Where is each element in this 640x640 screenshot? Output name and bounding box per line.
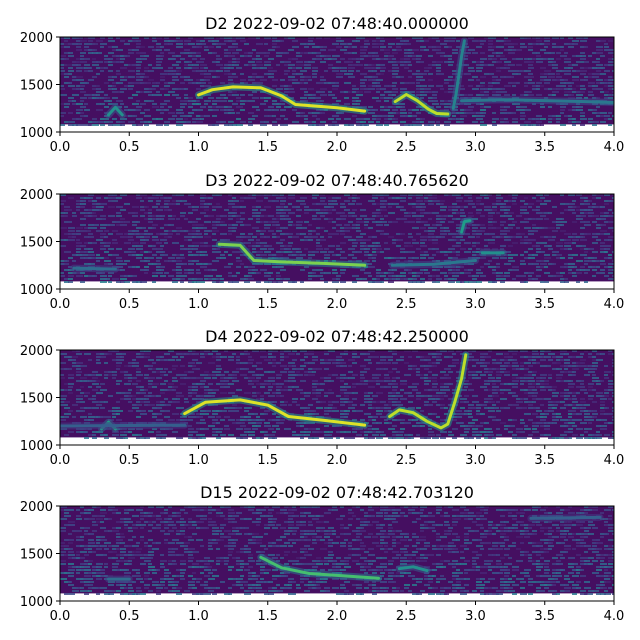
x-tick-label: 3.0 [465,297,486,312]
call-trace [390,259,477,267]
call-trace [259,555,380,580]
x-tick-label: 0.0 [50,609,71,624]
spectrogram-panel: D3 2022-09-02 07:48:40.765620 0.0 0.5 1.0 1.… [20,171,624,312]
x-tick-label: 3.5 [534,609,555,624]
x-tick-label: 1.5 [257,297,278,312]
x-tick-label: 2.5 [396,453,417,468]
x-tick-label: 2.0 [327,453,348,468]
x-tick-label: 3.0 [465,453,486,468]
x-tick-label: 2.0 [327,609,348,624]
x-tick-label: 2.0 [327,140,348,155]
x-tick-label: 2.5 [396,297,417,312]
spectrogram-panel: D15 2022-09-02 07:48:42.703120 0.0 0.5 1.0 1… [20,483,624,624]
call-trace [72,266,117,271]
spectrogram-image [60,194,614,289]
call-trace [217,242,367,267]
call-trace [451,39,466,110]
x-tick-label: 0.0 [50,453,71,468]
panel-title: D3 2022-09-02 07:48:40.765620 [205,171,469,190]
y-tick-label: 1000 [20,126,53,141]
x-tick-label: 0.5 [119,609,140,624]
spectrogram-panel: D4 2022-09-02 07:48:42.250000 0.0 0.5 1.0 1.… [20,327,624,468]
x-tick-label: 3.0 [465,140,486,155]
x-tick-label: 1.0 [188,453,209,468]
x-tick-label: 0.5 [119,297,140,312]
x-tick-label: 2.5 [396,140,417,155]
panel-title: D2 2022-09-02 07:48:40.000000 [205,14,469,33]
call-trace [393,93,450,116]
x-tick-label: 3.5 [534,140,555,155]
panel-title: D4 2022-09-02 07:48:42.250000 [205,327,469,346]
x-tick-label: 1.5 [257,140,278,155]
y-tick-label: 1000 [20,283,53,298]
call-trace [529,515,602,520]
x-tick-label: 3.5 [534,297,555,312]
spectrogram-image [60,350,614,445]
x-tick-label: 2.0 [327,297,348,312]
x-tick-label: 3.0 [465,609,486,624]
spectrogram-image [60,37,614,132]
y-tick-label: 1000 [20,595,53,610]
call-trace [60,423,187,428]
call-trace [107,105,124,117]
x-tick-label: 4.0 [604,453,625,468]
x-tick-label: 3.5 [534,453,555,468]
x-tick-label: 1.0 [188,140,209,155]
spectrogram-panel: D2 2022-09-02 07:48:40.000000 0.0 0.5 1.0 1.… [20,14,624,155]
x-tick-label: 0.0 [50,140,71,155]
panel-title: D15 2022-09-02 07:48:42.703120 [200,483,474,502]
y-tick-label: 2000 [20,344,53,359]
y-tick-label: 1500 [20,79,53,94]
y-tick-label: 2000 [20,500,53,515]
x-tick-label: 4.0 [604,609,625,624]
x-tick-label: 0.5 [119,453,140,468]
x-tick-label: 4.0 [604,140,625,155]
x-tick-label: 0.5 [119,140,140,155]
x-tick-label: 0.0 [50,297,71,312]
call-trace [388,353,468,430]
y-tick-label: 2000 [20,188,53,203]
x-tick-label: 2.5 [396,609,417,624]
y-tick-label: 1000 [20,439,53,454]
call-trace [460,98,614,104]
spectrogram-image [60,506,614,601]
x-tick-label: 1.5 [257,609,278,624]
call-trace [183,398,367,427]
x-tick-label: 1.0 [188,609,209,624]
x-tick-label: 1.0 [188,297,209,312]
x-tick-label: 1.5 [257,453,278,468]
y-tick-label: 2000 [20,31,53,46]
call-trace [397,565,429,573]
call-trace [197,85,367,113]
x-tick-label: 4.0 [604,297,625,312]
y-tick-label: 1500 [20,548,53,563]
call-trace [460,219,472,234]
y-tick-label: 1500 [20,236,53,251]
y-tick-label: 1500 [20,392,53,407]
